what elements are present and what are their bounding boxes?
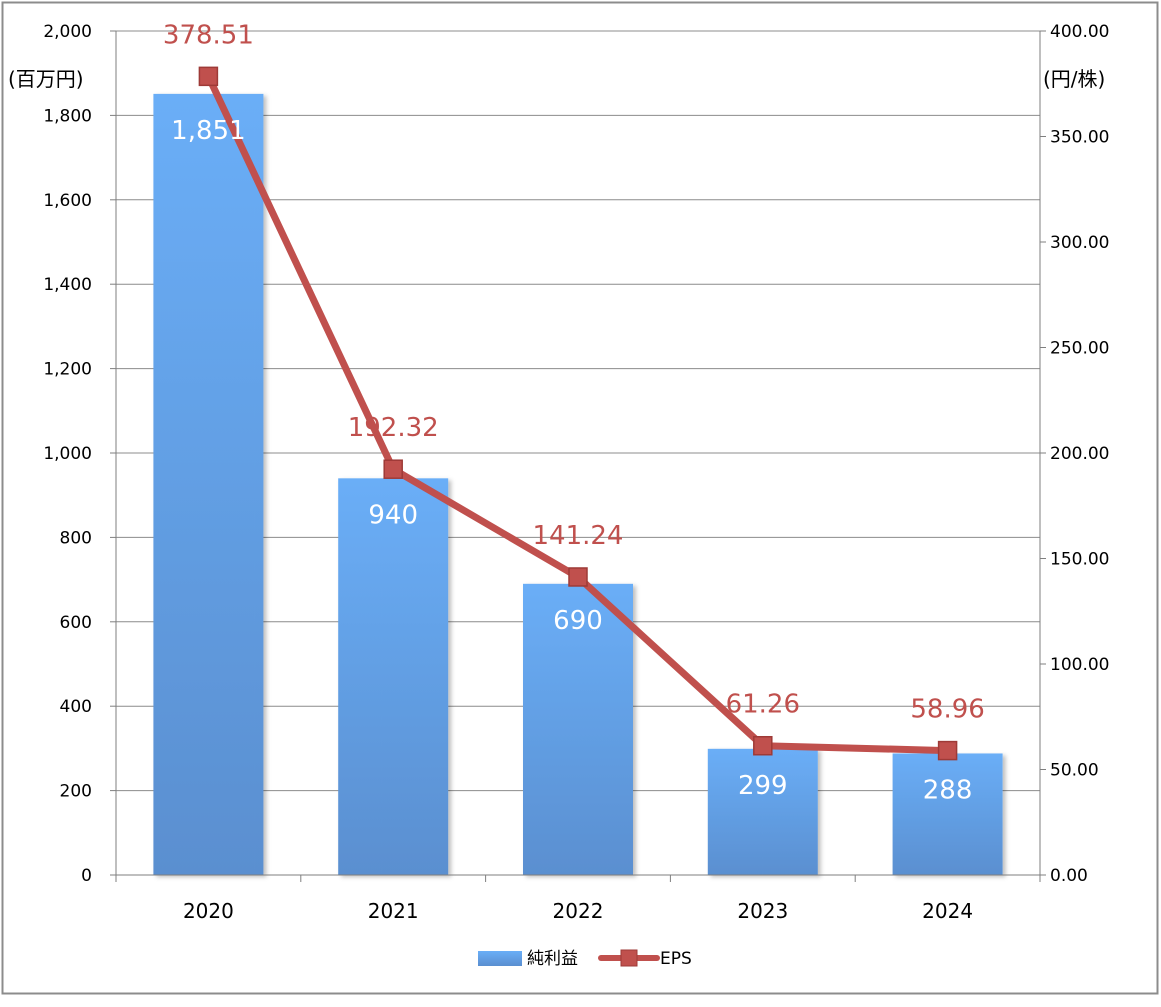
- y-right-tick-label: 50.00: [1050, 761, 1099, 781]
- legend: 純利益 EPS: [478, 949, 692, 969]
- eps-data-label: 141.24: [533, 521, 624, 551]
- bar-data-label: 940: [368, 500, 418, 530]
- y-left-tick-label: 1,400: [43, 275, 92, 295]
- x-tick-label: 2023: [737, 899, 788, 923]
- y-left-tick-label: 1,800: [43, 106, 92, 126]
- y-left-tick-label: 200: [60, 782, 92, 802]
- y-right-tick-label: 300.00: [1050, 233, 1109, 253]
- eps-data-label: 61.26: [726, 690, 800, 720]
- y-left-tick-label: 2,000: [43, 22, 92, 42]
- x-tick-label: 2020: [183, 899, 234, 923]
- y-right-tick-label: 250.00: [1050, 339, 1109, 359]
- data-labels: 1,851 940 690 299 288 378.51 192.32 141.24 61.26…: [163, 20, 985, 805]
- legend-bar-swatch: [478, 951, 522, 966]
- y-left-tick-label: 400: [60, 697, 92, 717]
- y-left-tick-label: 1,600: [43, 191, 92, 211]
- y-left-unit: (百万円): [8, 67, 84, 91]
- y-left-tick-label: 1,000: [43, 444, 92, 464]
- eps-data-label: 192.32: [348, 413, 439, 443]
- eps-data-label: 378.51: [163, 20, 254, 50]
- legend-line-marker: [620, 949, 638, 967]
- bar-data-label: 299: [738, 771, 788, 801]
- line-series: [198, 66, 958, 761]
- eps-marker: [937, 740, 958, 761]
- bar-series: [153, 93, 1003, 876]
- axes: 0 200 400 600 800 1,000 1,200 1,400 1,600 1,800 2,…: [43, 22, 1109, 923]
- legend-bar-label: 純利益: [527, 949, 578, 969]
- y-right-unit: (円/株): [1043, 67, 1105, 91]
- y-left-tick-label: 1,200: [43, 360, 92, 380]
- bar: [892, 753, 1003, 875]
- bar: [523, 583, 633, 875]
- y-right-tick-label: 100.00: [1050, 655, 1109, 675]
- eps-marker: [383, 459, 403, 479]
- bar: [153, 93, 264, 876]
- x-tick-label: 2022: [553, 899, 604, 923]
- y-right-tick-label: 200.00: [1050, 444, 1109, 464]
- gridlines: [116, 30, 1040, 792]
- bar-data-label: 1,851: [171, 116, 245, 146]
- x-tick-label: 2021: [368, 899, 419, 923]
- legend-line-label: EPS: [660, 949, 692, 969]
- y-left-tick-label: 600: [60, 613, 92, 633]
- bar: [338, 478, 449, 875]
- eps-marker: [568, 567, 588, 587]
- y-left-tick-label: 0: [81, 866, 92, 886]
- eps-marker: [753, 735, 773, 756]
- y-right-tick-label: 0.00: [1050, 866, 1088, 886]
- eps-data-label: 58.96: [910, 695, 984, 725]
- y-right-tick-label: 350.00: [1050, 128, 1109, 148]
- bar-data-label: 288: [923, 775, 973, 805]
- y-right-tick-label: 400.00: [1050, 22, 1109, 42]
- y-left-tick-label: 800: [60, 528, 92, 548]
- bar-data-label: 690: [553, 606, 603, 636]
- eps-marker: [198, 66, 219, 87]
- bar: [707, 748, 818, 875]
- x-tick-label: 2024: [922, 899, 973, 923]
- y-right-tick-label: 150.00: [1050, 550, 1109, 570]
